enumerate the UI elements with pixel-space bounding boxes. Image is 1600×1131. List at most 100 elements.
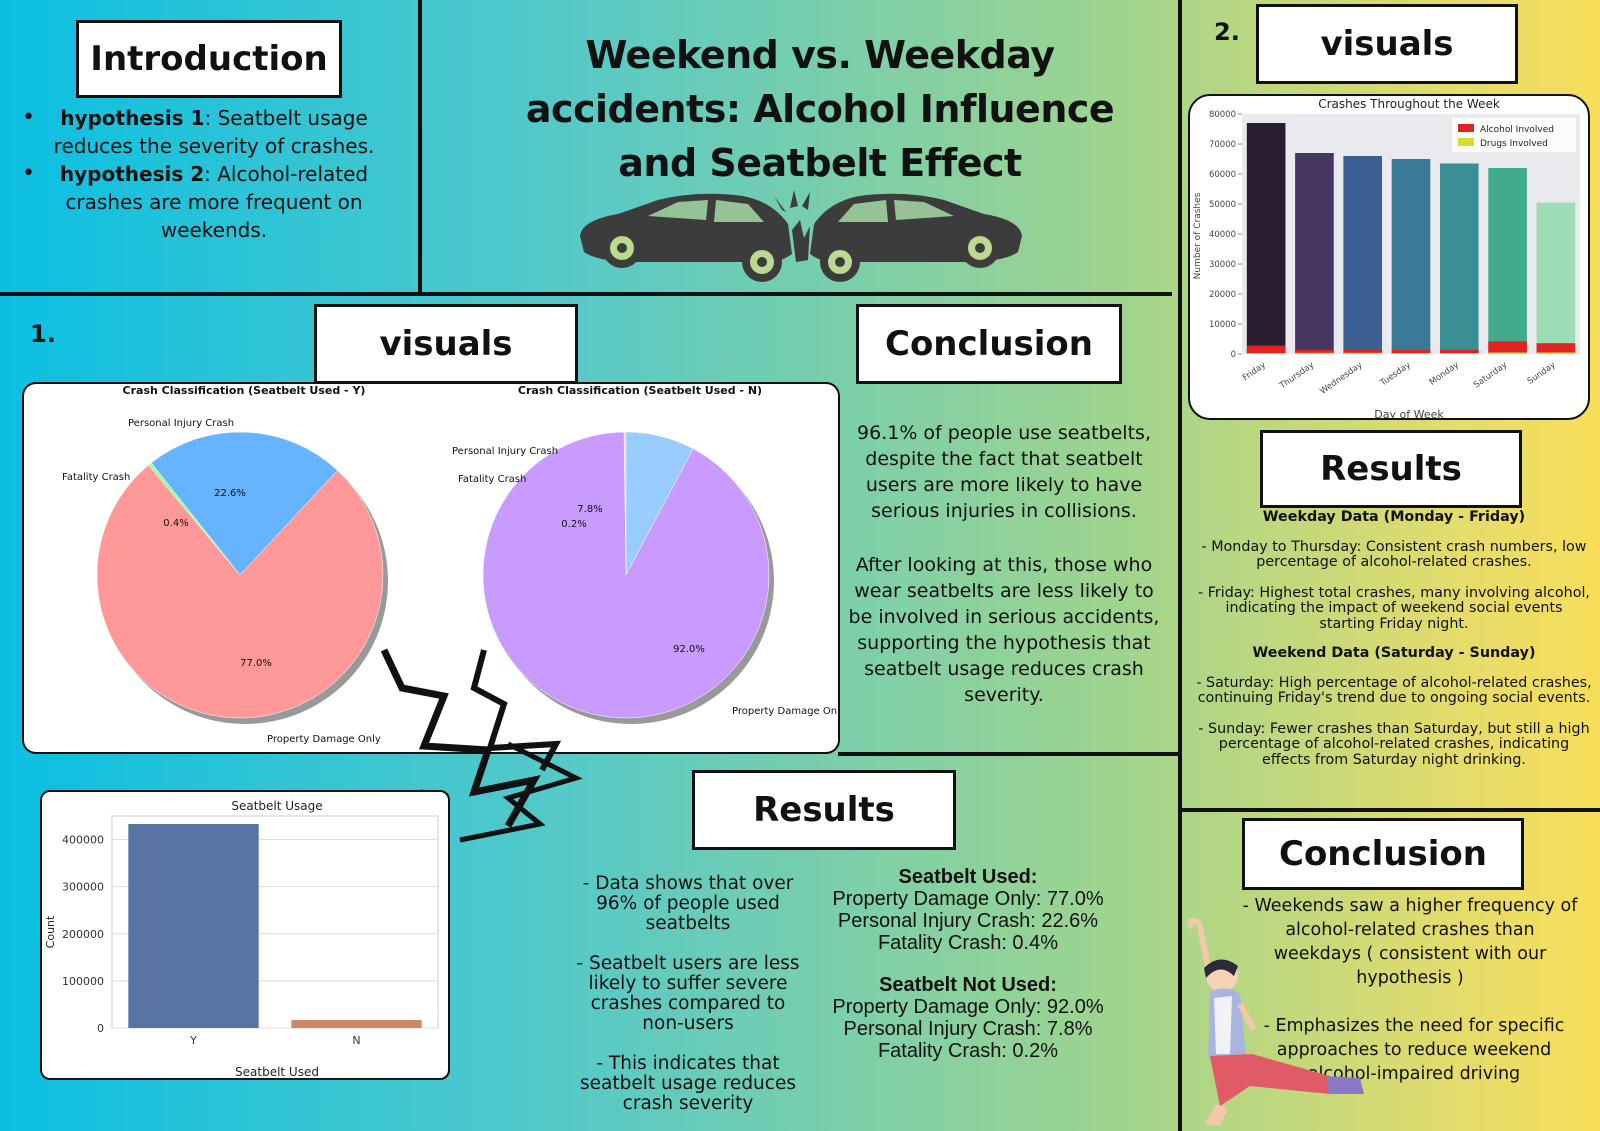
divider-top-horizontal	[0, 292, 1172, 296]
weekly-ytick: 30000	[1209, 260, 1236, 270]
divider-intro	[418, 0, 422, 296]
weekly-bar-friday	[1246, 123, 1286, 354]
section-number-1: 1.	[30, 320, 56, 348]
weekly-crash-ylabel: Number of Crashes	[1193, 192, 1203, 279]
results-1-stats: Seatbelt Used: Property Damage Only: 77.…	[818, 866, 1118, 1062]
pie-n-pct-injury: 7.8%	[577, 504, 602, 515]
weekly-legend-swatch	[1458, 138, 1474, 146]
introduction-heading: Introduction	[76, 20, 342, 98]
hypothesis-list: hypothesis 1: Seatbelt usage reduces the…	[18, 104, 388, 244]
pie-charts-panel: Crash Classification (Seatbelt Used - Y)…	[22, 382, 840, 754]
pie-n-label-property: Property Damage Only	[732, 706, 840, 717]
seatbelt-used-line: Personal Injury Crash: 22.6%	[837, 910, 1099, 932]
poster-title: Weekend vs. Weekday accidents: Alcohol I…	[525, 33, 1115, 185]
seatbelt-notused-heading: Seatbelt Not Used:	[879, 974, 1057, 996]
pie-y-title: Crash Classification (Seatbelt Used - Y)	[123, 384, 366, 397]
conclusion-heading-1: Conclusion	[856, 304, 1122, 384]
weekly-bar-tuesday	[1391, 159, 1431, 354]
weekday-paragraph: - Monday to Thursday: Consistent crash n…	[1201, 538, 1587, 570]
weekly-legend-label: Drugs Involved	[1480, 139, 1548, 149]
results-bullet: - Data shows that over 96% of people use…	[582, 873, 794, 934]
weekly-drugs-bar-tuesday	[1391, 353, 1431, 354]
results-heading-2: Results	[1260, 430, 1522, 508]
divider-right-column	[1178, 0, 1182, 1131]
seatbelt-usage-panel: Seatbelt Usage Seatbelt Used Count 0 1000…	[40, 790, 450, 1080]
weekly-legend: Alcohol Involved Drugs Involved	[1452, 118, 1576, 152]
divider-mid-horizontal	[838, 752, 1178, 756]
weekly-bar-thursday	[1295, 153, 1334, 354]
weekly-xtick: Tuesday	[1378, 360, 1413, 389]
weekly-ytick: 0	[1231, 350, 1236, 360]
weekly-legend-swatch	[1458, 124, 1474, 132]
weekly-ytick: 60000	[1209, 170, 1236, 180]
pie-y-label-injury: Personal Injury Crash	[128, 418, 234, 429]
seatbelt-ytick: 200000	[62, 928, 104, 941]
weekend-paragraph: - Sunday: Fewer crashes than Saturday, b…	[1198, 720, 1590, 768]
weekly-ytick: 40000	[1209, 230, 1236, 240]
seatbelt-ytick: 300000	[62, 881, 104, 894]
pie-y	[96, 431, 388, 724]
visuals-heading-1: visuals	[314, 304, 578, 384]
weekly-bar-wednesday	[1343, 156, 1383, 354]
seatbelt-notused-line: Fatality Crash: 0.2%	[877, 1040, 1059, 1062]
seatbelt-notused-line: Property Damage Only: 92.0%	[832, 996, 1104, 1018]
weekly-bar-saturday	[1488, 168, 1527, 354]
pie-y-pct-property: 77.0%	[240, 658, 272, 669]
weekly-alcohol-bar-saturday	[1488, 341, 1527, 354]
pie-n-slice-property-damage-only	[482, 431, 770, 719]
weekly-xtick: Friday	[1241, 360, 1268, 383]
seatbelt-xtick: Y	[189, 1034, 197, 1047]
weekday-paragraph: - Friday: Highest total crashes, many in…	[1198, 584, 1590, 632]
pie-y-slice-property-damage-only	[96, 464, 384, 719]
divider-right-lower	[1178, 808, 1600, 812]
weekly-drugs-bar-friday	[1246, 353, 1286, 354]
weekly-drugs-bar-thursday	[1295, 352, 1334, 354]
weekly-xtick: Saturday	[1472, 360, 1509, 390]
weekly-legend-box	[1452, 118, 1576, 152]
weekly-drugs-bar-sunday	[1536, 352, 1576, 354]
weekly-crash-chart: Crashes Throughout the Week Day of Week …	[1193, 97, 1580, 420]
hypothesis-item: hypothesis 2: Alcohol-related crashes ar…	[18, 160, 388, 244]
weekly-xtick: Monday	[1428, 360, 1461, 387]
car-crash-icon	[580, 190, 1022, 282]
pie-n	[482, 431, 774, 724]
conclusion-1-paragraph-1: 96.1% of people use seatbelts, despite t…	[857, 422, 1151, 522]
weekend-heading: Weekend Data (Saturday - Sunday)	[1252, 645, 1536, 661]
seatbelt-used-heading: Seatbelt Used:	[898, 866, 1038, 888]
weekly-legend-label: Alcohol Involved	[1480, 125, 1554, 135]
weekly-alcohol-bar-friday	[1246, 345, 1286, 354]
conclusion-2-paragraph-1: - Weekends saw a higher frequency of alc…	[1242, 896, 1578, 988]
weekly-xtick: Wednesday	[1318, 360, 1364, 396]
weekly-alcohol-bar-sunday	[1536, 343, 1576, 354]
seatbelt-xtick: N	[352, 1034, 360, 1047]
pie-n-label-injury: Personal Injury Crash	[452, 446, 558, 457]
seatbelt-ytick: 100000	[62, 975, 104, 988]
pie-n-label-fatality: Fatality Crash	[458, 474, 526, 485]
results-bullet: - Seatbelt users are less likely to suff…	[576, 953, 800, 1034]
section-number-2: 2.	[1214, 18, 1240, 46]
weekend-paragraph: - Saturday: High percentage of alcohol-r…	[1196, 674, 1592, 706]
weekday-heading: Weekday Data (Monday - Friday)	[1262, 509, 1526, 525]
weekly-crash-panel: Crashes Throughout the Week Day of Week …	[1188, 94, 1590, 420]
weekly-xtick: Sunday	[1526, 360, 1558, 386]
visuals-heading-2: visuals	[1256, 4, 1518, 84]
pie-y-label-property: Property Damage Only	[267, 734, 381, 745]
weekly-crash-title: Crashes Throughout the Week	[1318, 97, 1500, 111]
weekly-crash-xlabel: Day of Week	[1374, 408, 1444, 420]
weekly-bar-monday	[1439, 163, 1479, 354]
seatbelt-usage-title: Seatbelt Usage	[231, 799, 322, 813]
pie-n-pct-property: 92.0%	[673, 644, 705, 655]
seatbelt-ytick: 400000	[62, 834, 104, 847]
pie-charts-svg: Crash Classification (Seatbelt Used - Y)…	[62, 384, 840, 745]
conclusion-2-paragraph-2: - Emphasizes the need for specific appro…	[1263, 1016, 1565, 1084]
seatbelt-usage-chart: Seatbelt Usage Seatbelt Used Count 0 1000…	[44, 799, 439, 1079]
weekly-alcohol-bar-thursday	[1295, 349, 1334, 354]
seatbelt-used-line: Property Damage Only: 77.0%	[832, 888, 1104, 910]
weekly-alcohol-bar-wednesday	[1343, 349, 1383, 354]
conclusion-heading-2: Conclusion	[1242, 818, 1524, 890]
weekly-alcohol-bar-tuesday	[1391, 349, 1431, 354]
weekly-ytick: 70000	[1209, 140, 1236, 150]
pie-y-label-fatality: Fatality Crash	[62, 472, 130, 483]
seatbelt-usage-xlabel: Seatbelt Used	[235, 1065, 319, 1079]
seatbelt-bar-Y	[128, 824, 259, 1028]
